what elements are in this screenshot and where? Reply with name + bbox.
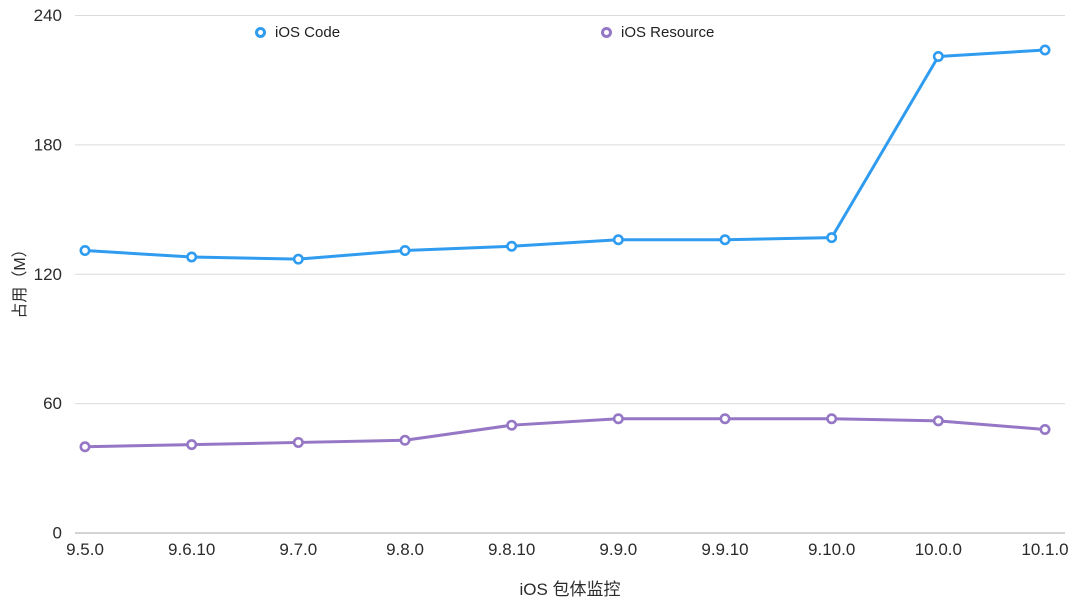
legend-item-ios-resource[interactable]: iOS Resource bbox=[601, 24, 714, 41]
data-point-ios-resource-10.1.0[interactable] bbox=[1039, 423, 1051, 435]
y-tick-label: 120 bbox=[34, 265, 62, 284]
data-point-ios-code-9.9.10[interactable] bbox=[719, 234, 731, 246]
data-point-ios-resource-9.9.0[interactable] bbox=[612, 413, 624, 425]
data-point-ios-resource-9.10.0[interactable] bbox=[826, 413, 838, 425]
x-tick-label: 10.0.0 bbox=[915, 540, 962, 559]
x-tick-label: 9.10.0 bbox=[808, 540, 855, 559]
series-line-ios-code bbox=[83, 48, 1047, 261]
data-point-ios-resource-9.6.10[interactable] bbox=[186, 439, 198, 451]
y-tick-label: 0 bbox=[53, 524, 62, 543]
y-axis-title: 占用（M） bbox=[12, 241, 29, 319]
legend-marker-ios-code-icon bbox=[255, 27, 266, 38]
x-tick-label: 9.8.10 bbox=[488, 540, 535, 559]
data-point-ios-resource-9.8.0[interactable] bbox=[399, 434, 411, 446]
y-tick-label: 180 bbox=[34, 135, 62, 154]
data-point-ios-code-9.7.0[interactable] bbox=[292, 253, 304, 265]
y-tick-label: 60 bbox=[43, 394, 62, 413]
chart-legend: iOS Code iOS Resource bbox=[0, 24, 1080, 44]
data-point-ios-resource-9.5.0[interactable] bbox=[79, 441, 91, 453]
y-tick-label: 240 bbox=[34, 6, 62, 25]
legend-item-ios-code[interactable]: iOS Code bbox=[255, 24, 340, 41]
data-point-ios-resource-9.7.0[interactable] bbox=[292, 436, 304, 448]
x-tick-label: 9.9.10 bbox=[701, 540, 748, 559]
x-tick-label: 10.1.0 bbox=[1021, 540, 1068, 559]
legend-label-ios-code: iOS Code bbox=[275, 24, 341, 41]
series-line-ios-resource bbox=[83, 417, 1047, 449]
data-point-ios-resource-9.9.10[interactable] bbox=[719, 413, 731, 425]
data-point-ios-code-9.6.10[interactable] bbox=[186, 251, 198, 263]
x-tick-label: 9.8.0 bbox=[386, 540, 424, 559]
data-point-ios-code-9.8.0[interactable] bbox=[399, 245, 411, 257]
x-tick-label: 9.5.0 bbox=[66, 540, 104, 559]
data-point-ios-code-10.0.0[interactable] bbox=[932, 50, 944, 62]
x-tick-label: 9.7.0 bbox=[279, 540, 317, 559]
data-point-ios-resource-9.8.10[interactable] bbox=[506, 419, 518, 431]
legend-label-ios-resource: iOS Resource bbox=[621, 24, 715, 41]
data-point-ios-code-9.5.0[interactable] bbox=[79, 245, 91, 257]
x-tick-label: 9.9.0 bbox=[599, 540, 637, 559]
data-point-ios-code-10.1.0[interactable] bbox=[1039, 44, 1051, 56]
data-point-ios-code-9.10.0[interactable] bbox=[826, 232, 838, 244]
x-axis-title: iOS 包体监控 bbox=[519, 580, 621, 599]
data-point-ios-code-9.9.0[interactable] bbox=[612, 234, 624, 246]
data-point-ios-code-9.8.10[interactable] bbox=[506, 240, 518, 252]
data-point-ios-resource-10.0.0[interactable] bbox=[932, 415, 944, 427]
legend-marker-ios-resource-icon bbox=[601, 27, 612, 38]
x-tick-label: 9.6.10 bbox=[168, 540, 215, 559]
